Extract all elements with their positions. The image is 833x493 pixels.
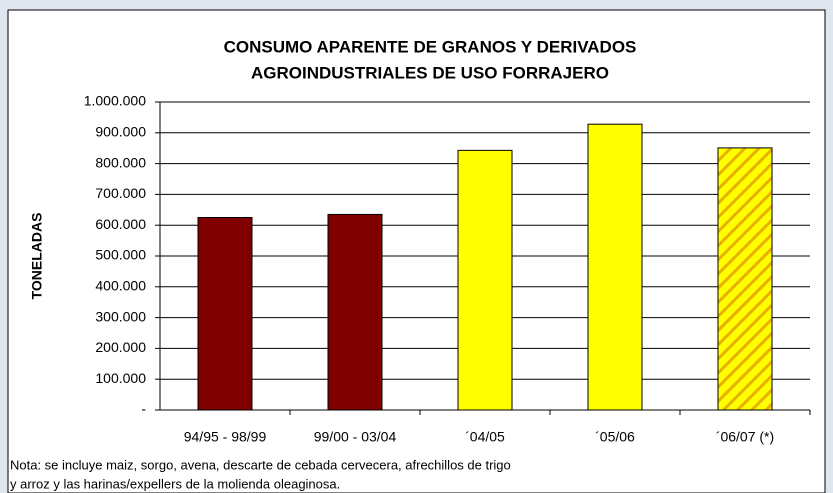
x-tick-label: ´05/06 [595,429,635,445]
x-tick-label: ´06/07 (*) [716,429,774,445]
note: Nota: se incluye maiz, sorgo, avena, des… [10,457,511,472]
bar [327,213,383,411]
y-tick-label: 1.000.000 [84,93,146,109]
bar [197,217,253,411]
chart-title: AGROINDUSTRIALES DE USO FORRAJERO [251,63,609,82]
chart-title: CONSUMO APARENTE DE GRANOS Y DERIVADOS [224,37,637,56]
y-tick-label: 100.000 [95,370,146,386]
y-tick-label: 400.000 [95,278,146,294]
x-tick-label: 94/95 - 98/99 [184,429,267,445]
bar [457,149,513,411]
bar [717,147,773,411]
y-tick-label: 800.000 [95,154,146,170]
y-tick-label: 200.000 [95,339,146,355]
x-tick-label: ´04/05 [465,429,505,445]
note: y arroz y las harinas/expellers de la mo… [10,476,340,491]
chart-area [7,9,826,493]
bar [587,123,643,411]
y-tick-label: 900.000 [95,124,146,140]
x-tick-label: 99/00 - 03/04 [314,429,397,445]
y-tick-label: 700.000 [95,185,146,201]
y-tick-label: - [141,401,146,417]
y-tick-label: 600.000 [95,216,146,232]
y-tick-label: 500.000 [95,247,146,263]
y-tick-label: 300.000 [95,308,146,324]
y-axis-label: TONELADAS [29,213,45,300]
